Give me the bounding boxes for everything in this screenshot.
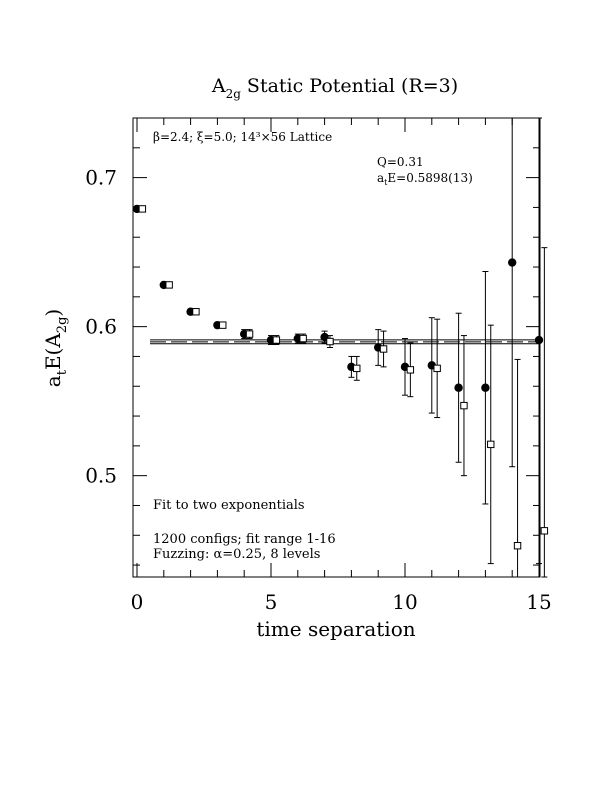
data-point-circle [454, 383, 463, 392]
y-tick-label: 0.7 [85, 166, 117, 190]
data-point-square [272, 336, 281, 344]
data-point-square [379, 345, 388, 353]
configs-annotation: 1200 configs; fit range 1-16 [153, 532, 336, 547]
x-tick-label: 0 [131, 590, 144, 614]
fit-annotation: Fit to two exponentials [153, 498, 305, 513]
data-point-square [192, 308, 200, 316]
tick-labels: 0.5 0.6 0.7 0 5 10 15 [85, 166, 552, 614]
fuzzing-annotation: Fuzzing: α=0.25, 8 levels [153, 547, 320, 562]
data-point-square [513, 542, 522, 550]
q-annotation: Q=0.31 [377, 155, 424, 169]
data-point-square [165, 281, 173, 289]
fit-band [150, 339, 540, 345]
data-point-square [245, 330, 254, 338]
data-point-circle [534, 335, 544, 345]
y-tick-label: 0.6 [85, 315, 117, 339]
data-point-square [406, 366, 415, 374]
x-tick-label: 10 [392, 590, 417, 614]
y-tick-label: 0.5 [85, 464, 117, 488]
data-point-square [487, 440, 495, 449]
x-tick-label: 5 [265, 590, 278, 614]
data-point-square [433, 364, 441, 373]
data-point-circle [508, 258, 517, 267]
data-point-square [219, 321, 227, 329]
data-point-square [326, 337, 334, 346]
y-axis-label: atE(A2g) [41, 309, 70, 387]
data-point-square [299, 334, 307, 343]
data-point-square [540, 527, 549, 535]
data-point-circle [481, 383, 490, 392]
data-point-square [138, 205, 147, 213]
chart-title: A2g Static Potential (R=3) [211, 75, 458, 101]
x-tick-label: 15 [526, 590, 551, 614]
plot-frame [132, 117, 541, 578]
data-point-square [353, 364, 361, 373]
data-markers [132, 204, 549, 550]
energy-annotation: atE=0.5898(13) [377, 171, 473, 187]
lattice-annotation: β=2.4; ξ=5.0; 14³×56 Lattice [153, 130, 332, 144]
data-point-square [460, 401, 468, 410]
x-axis-label: time separation [256, 617, 415, 641]
